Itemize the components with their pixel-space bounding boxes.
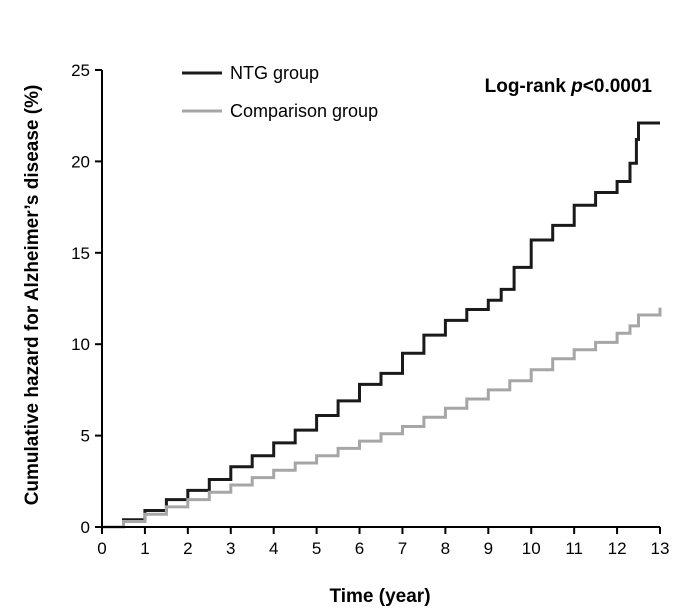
series-line-2 <box>102 307 662 529</box>
x-tick-label: 10 <box>522 539 541 558</box>
series-lines <box>102 121 662 529</box>
series-line-1 <box>102 121 660 529</box>
annotation-p: p <box>570 76 583 97</box>
x-tick-label: 13 <box>651 539 670 558</box>
x-tick-label: 1 <box>140 539 149 558</box>
legend-label-1: NTG group <box>230 63 319 83</box>
y-tick-label: 25 <box>71 61 90 80</box>
x-tick-label: 7 <box>398 539 407 558</box>
x-tick-label: 9 <box>484 539 493 558</box>
y-tick-label: 0 <box>81 518 90 537</box>
legend: NTG group Comparison group <box>182 63 378 121</box>
x-tick-label: 0 <box>97 539 106 558</box>
y-ticks: 0 5 10 15 20 25 <box>71 61 102 537</box>
x-tick-label: 8 <box>441 539 450 558</box>
y-tick-label: 10 <box>71 335 90 354</box>
y-tick-label: 20 <box>71 152 90 171</box>
y-tick-label: 15 <box>71 244 90 263</box>
y-axis-title: Cumulative hazard for Alzheimer’s diseas… <box>22 85 43 506</box>
axes <box>101 70 660 528</box>
annotation-suffix: <0.0001 <box>583 76 653 97</box>
log-rank-annotation: Log-rank p<0.0001 <box>485 76 653 97</box>
x-tick-label: 11 <box>565 539 583 558</box>
x-tick-label: 4 <box>269 539 278 558</box>
x-ticks: 0 1 2 3 4 5 6 7 8 9 10 11 12 13 <box>97 527 669 558</box>
x-tick-label: 5 <box>312 539 321 558</box>
x-axis-title: Time (year) <box>329 586 430 607</box>
y-tick-label: 5 <box>81 427 90 446</box>
x-tick-label: 12 <box>608 539 627 558</box>
annotation-prefix: Log-rank <box>485 76 572 97</box>
x-tick-label: 2 <box>183 539 192 558</box>
x-tick-label: 3 <box>226 539 235 558</box>
legend-label-2: Comparison group <box>230 101 378 121</box>
x-tick-label: 6 <box>355 539 364 558</box>
